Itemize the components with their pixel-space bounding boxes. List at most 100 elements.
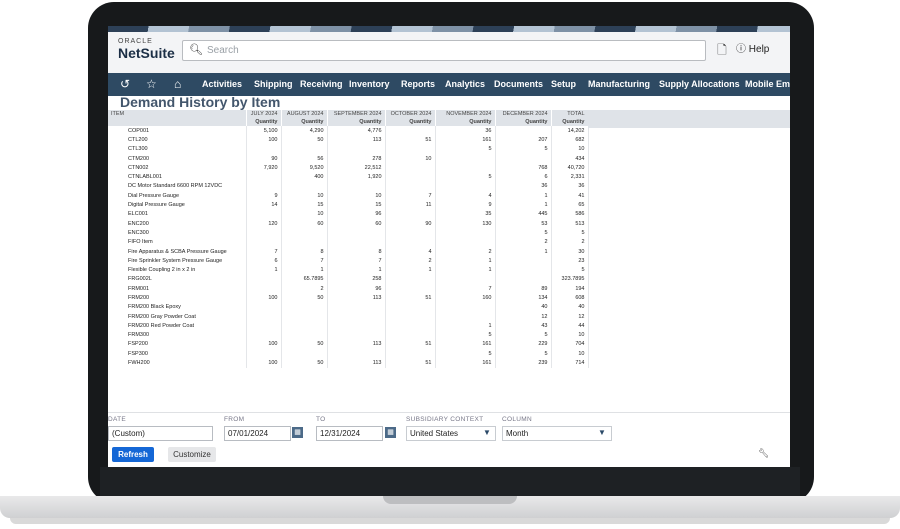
table-row[interactable]: ELC001 10 96 35 445 586 [108,209,589,219]
item-cell: Dial Pressure Gauge [108,191,247,201]
quantity-cell [327,321,386,331]
quantity-cell [246,181,282,192]
quantity-cell: 11 [385,200,436,210]
table-row[interactable]: CTL200 100 50 113 51 161 207 682 [108,135,589,145]
subsidiary-select[interactable]: United States [406,426,496,441]
from-date-field[interactable]: 07/01/2024 [224,426,291,441]
table-row[interactable]: FRM200 100 50 113 51 160 134 608 [108,293,589,303]
quantity-cell: 258 [327,274,386,285]
to-date-field[interactable]: 12/31/2024 [316,426,383,441]
date-field[interactable]: (Custom) [108,426,213,441]
table-row[interactable]: DC Motor Standard 6600 RPM 12VDC 36 36 [108,181,589,192]
nav-shipping[interactable]: Shipping [254,79,293,89]
quantity-header[interactable]: Quantity [246,118,282,126]
quantity-cell: 7,920 [246,163,282,173]
search-placeholder: Search [207,45,239,56]
item-cell: FSP300 [108,349,247,359]
table-row[interactable]: CTM200 90 56 278 10 434 [108,153,589,164]
nav-documents[interactable]: Documents [494,79,544,89]
quantity-header[interactable]: Quantity [435,118,496,126]
table-row[interactable]: CTL300 5 5 10 [108,144,589,154]
nav-mobile-emulator[interactable]: Mobile Emul [745,79,790,89]
quantity-cell: 161 [435,135,496,145]
table-row[interactable]: FRM200 Gray Powder Coat 12 12 [108,311,589,322]
chevron-down-icon[interactable]: ▼ [598,428,606,437]
nav-receiving[interactable]: Receiving [300,79,343,89]
table-row[interactable]: FRG002L 65.7895 258 323.7895 [108,274,589,285]
quantity-cell: 278 [327,153,386,164]
report-filters: DATE (Custom) FROM 07/01/2024 ▦ TO 12/31… [108,412,790,467]
quantity-cell: 207 [495,135,552,145]
item-cell: CTL200 [108,135,247,145]
quantity-cell: 65.7895 [281,274,328,285]
nav-analytics[interactable]: Analytics [445,79,486,89]
quantity-cell: 50 [281,358,328,368]
table-row[interactable]: CTNLABL001 400 1,920 5 6 2,331 [108,172,589,182]
customize-button[interactable]: Customize [168,447,216,462]
wrench-icon[interactable]: 🔧︎ [758,448,770,458]
quantity-cell: 7 [385,191,436,201]
document-icon[interactable]: 🗋 [717,43,727,57]
quantity-cell [495,274,552,285]
quantity-header[interactable]: Quantity [495,118,552,126]
total-cell: 44 [551,321,589,331]
nav-inventory[interactable]: Inventory [349,79,390,89]
table-row[interactable]: FRM001 2 96 7 89 194 [108,284,589,294]
date-label: DATE [108,416,127,423]
item-column-header[interactable]: ITEM [108,110,247,118]
quantity-cell: 9,520 [281,163,328,173]
quantity-cell: 1 [385,265,436,275]
quantity-cell: 90 [246,153,282,164]
table-row[interactable]: FRM300 5 5 10 [108,330,589,340]
table-row[interactable]: FRM200 Red Powder Coat 1 43 44 [108,321,589,331]
column-select[interactable]: Month [502,426,612,441]
quantity-cell [327,349,386,359]
quantity-header[interactable]: Quantity [281,118,328,126]
table-row[interactable]: FSP200 100 50 113 51 161 229 704 [108,339,589,350]
nav-supply-allocations[interactable]: Supply Allocations [659,79,740,89]
total-cell: 608 [551,293,589,303]
nav-setup[interactable]: Setup [551,79,577,89]
table-row[interactable]: FSP300 5 5 10 [108,349,589,359]
quantity-cell: 100 [246,293,282,303]
chevron-down-icon[interactable]: ▼ [483,428,491,437]
table-row[interactable]: CTN002 7,920 9,520 22,512 768 40,720 [108,163,589,173]
quantity-cell: 161 [435,339,496,350]
home-icon[interactable]: ⌂ [174,77,182,91]
help-button[interactable]: ⓘ Help [736,40,769,60]
table-row[interactable]: Dial Pressure Gauge 9 10 10 7 4 1 41 [108,191,589,201]
table-row[interactable]: ENC200 120 60 60 90 130 53 513 [108,218,589,229]
quantity-header[interactable]: Quantity [385,118,436,126]
table-row[interactable]: Digital Pressure Gauge 14 15 15 11 9 1 65 [108,200,589,210]
nav-activities[interactable]: Activities [202,79,243,89]
quantity-cell: 60 [327,218,386,229]
quantity-cell: 239 [495,358,552,368]
item-cell: FRM200 Black Epoxy [108,302,247,312]
total-cell: 10 [551,144,589,154]
calendar-icon[interactable]: ▦ [292,427,303,438]
table-row[interactable]: Fire Apparatus & SCBA Pressure Gauge 7 8 8 4… [108,246,589,257]
nav-manufacturing[interactable]: Manufacturing [588,79,650,89]
netsuite-logo[interactable]: NetSuite [118,45,175,61]
nav-reports[interactable]: Reports [401,79,436,89]
table-row[interactable]: ENC300 5 5 [108,228,589,238]
table-row[interactable]: Flexible Coupling 2 in x 2 in 1 1 1 1 1 5 [108,265,589,275]
table-row[interactable]: Fire Sprinkler System Pressure Gauge 6 7 7 2… [108,256,589,266]
month-header: OCTOBER 2024 [385,110,436,118]
table-header-filler [588,110,790,128]
refresh-button[interactable]: Refresh [112,447,154,462]
global-search-input[interactable]: 🔍︎ Search [182,40,706,61]
quantity-cell: 5,100 [246,126,282,136]
recent-icon[interactable]: ↺ [120,77,131,91]
quantity-cell: 96 [327,284,386,294]
item-cell: DC Motor Standard 6600 RPM 12VDC [108,181,247,192]
table-row[interactable]: COP001 5,100 4,290 4,776 36 14,202 [108,126,589,136]
quantity-cell [385,144,436,154]
table-row[interactable]: FRM200 Black Epoxy 40 40 [108,302,589,312]
table-row[interactable]: FWH200 100 50 113 51 161 239 714 [108,358,589,368]
quantity-header[interactable]: Quantity [551,118,589,126]
quantity-header[interactable]: Quantity [327,118,386,126]
table-row[interactable]: FIFO Item 2 2 [108,237,589,247]
star-icon[interactable]: ☆ [146,77,157,91]
calendar-icon[interactable]: ▦ [385,427,396,438]
